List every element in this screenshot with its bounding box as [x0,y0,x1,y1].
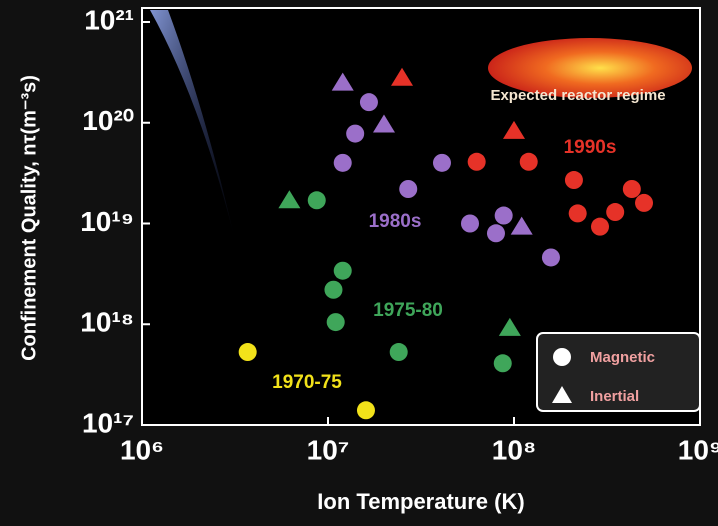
point [606,203,624,221]
x-tick-label: 10⁷ [307,434,350,465]
point [487,224,505,242]
y-tick-label: 10¹⁹ [80,206,134,237]
x-tick-label: 10⁹ [678,434,718,465]
point [308,191,326,209]
point [399,180,417,198]
series-label: 1970-75 [272,372,342,393]
point [461,215,479,233]
point [623,180,641,198]
point [239,343,257,361]
point [591,218,609,236]
page: Expected reactor regime Ion Temperature … [0,0,718,526]
series-label: 1975-80 [373,300,443,321]
y-tick-label: 10¹⁸ [80,307,134,338]
point [346,125,364,143]
annotation: Expected reactor regime [490,87,665,104]
point [334,262,352,280]
point [494,354,512,372]
point [468,153,486,171]
x-axis-title: Ion Temperature (K) [317,489,524,514]
point [360,93,378,111]
y-axis-title: Confinement Quality, nτ(m⁻³s) [18,75,40,361]
legend-label: Magnetic [590,349,655,366]
point [433,154,451,172]
y-tick-label: 10²⁰ [82,105,134,136]
y-tick-label: 10²¹ [84,4,134,35]
point [327,313,345,331]
series-label: 1990s [564,137,617,158]
y-tick-label: 10¹⁷ [82,407,134,438]
point [635,194,653,212]
series-label: 1980s [369,211,422,232]
chart: Expected reactor regime Ion Temperature … [0,0,718,526]
point [569,204,587,222]
legend-circle [553,348,571,366]
legend-label: Inertial [590,388,639,405]
point [565,171,583,189]
point [357,401,375,419]
x-tick-label: 10⁸ [492,434,536,465]
x-tick-label: 10⁶ [120,434,164,465]
point [495,207,513,225]
point [324,281,342,299]
legend: Magnetic Inertial [537,333,700,411]
point [334,154,352,172]
point [520,153,538,171]
point [390,343,408,361]
point [542,248,560,266]
